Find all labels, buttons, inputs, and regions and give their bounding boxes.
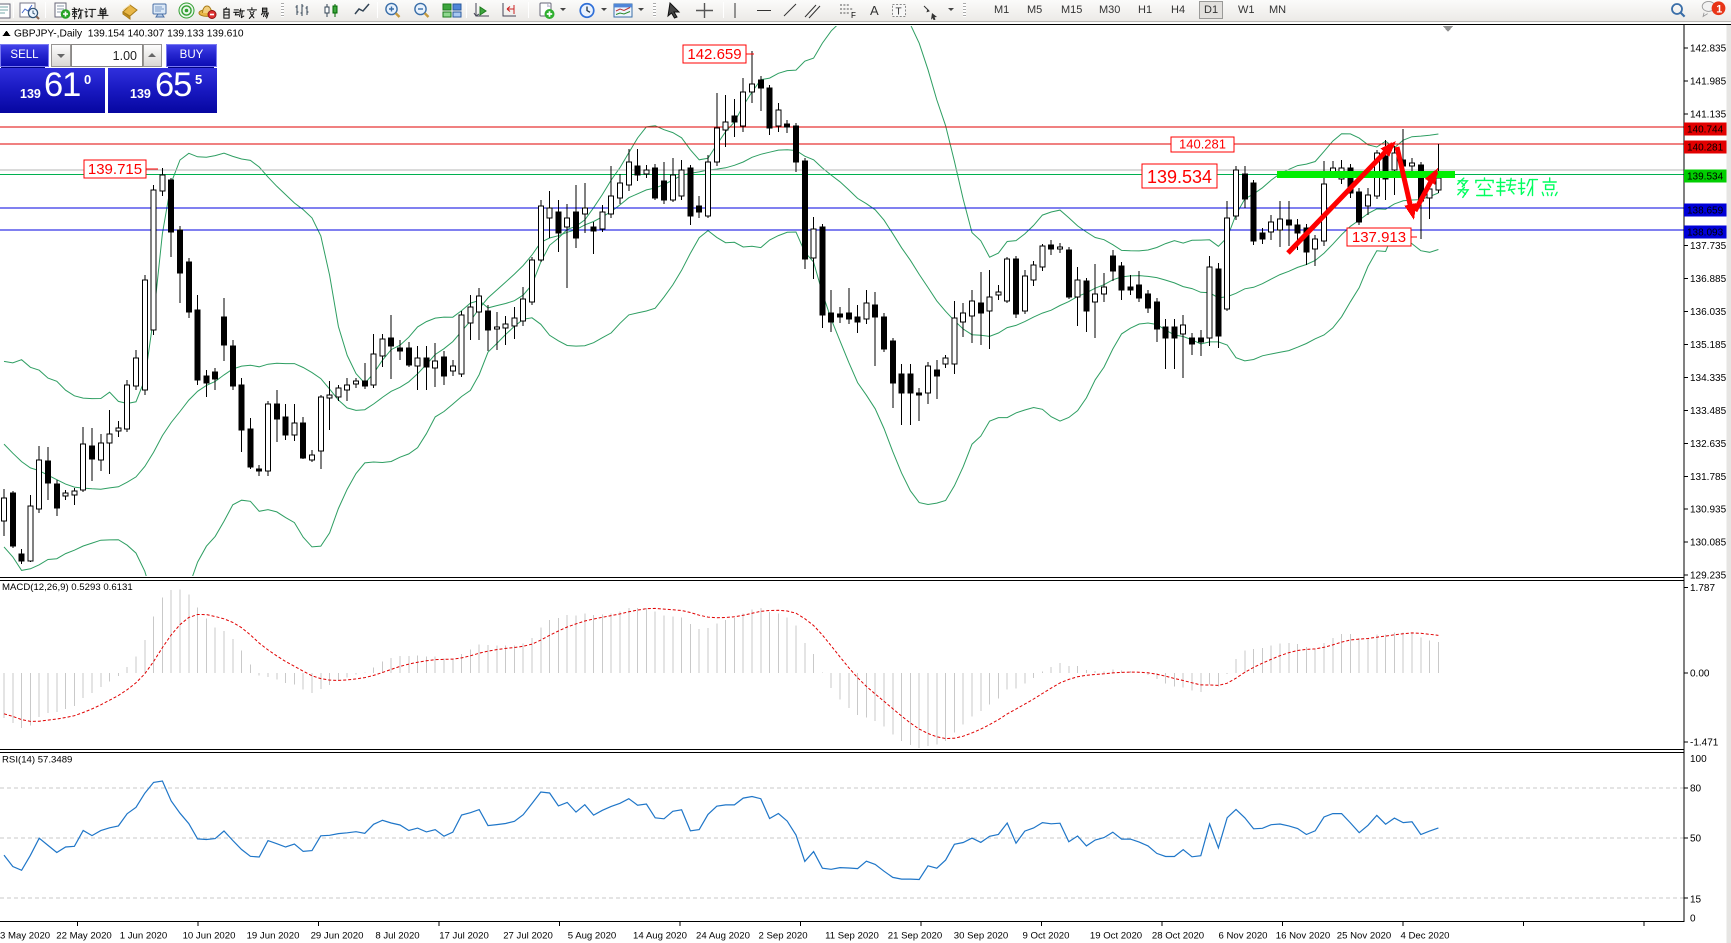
svg-text:139.534: 139.534 (1147, 167, 1212, 187)
svg-text:139.715: 139.715 (88, 161, 142, 178)
svg-text:A: A (870, 3, 879, 18)
svg-text:3 May 2020: 3 May 2020 (0, 931, 50, 942)
svg-text:16 Nov 2020: 16 Nov 2020 (1276, 931, 1330, 942)
svg-text:9 Oct 2020: 9 Oct 2020 (1023, 931, 1070, 942)
svg-text:1 Jun 2020: 1 Jun 2020 (120, 931, 167, 942)
svg-text:GBPJPY-,Daily 139.154 140.307: GBPJPY-,Daily 139.154 140.307 139.133 13… (14, 29, 244, 40)
svg-text:5 Aug 2020: 5 Aug 2020 (568, 931, 617, 942)
svg-text:17 Jul 2020: 17 Jul 2020 (439, 931, 489, 942)
svg-text:135.185: 135.185 (1690, 340, 1727, 351)
svg-text:140.281: 140.281 (1179, 136, 1226, 151)
svg-text:140.281: 140.281 (1687, 143, 1724, 154)
svg-text:140.744: 140.744 (1687, 125, 1724, 136)
svg-text:134.335: 134.335 (1690, 373, 1727, 384)
svg-text:2 Sep 2020: 2 Sep 2020 (758, 931, 807, 942)
svg-text:80: 80 (1690, 784, 1702, 795)
svg-text:25 Nov 2020: 25 Nov 2020 (1337, 931, 1391, 942)
svg-text:22 May 2020: 22 May 2020 (56, 931, 111, 942)
svg-text:MACD(12,26,9) 0.5293 0.6131: MACD(12,26,9) 0.5293 0.6131 (2, 582, 133, 593)
svg-text:136.885: 136.885 (1690, 274, 1727, 285)
svg-text:138.659: 138.659 (1687, 206, 1724, 217)
svg-text:130.085: 130.085 (1690, 538, 1727, 549)
svg-text:132.635: 132.635 (1690, 439, 1727, 450)
svg-text:133.485: 133.485 (1690, 406, 1727, 417)
svg-text:0.00: 0.00 (1690, 669, 1710, 680)
svg-text:1: 1 (1716, 3, 1722, 15)
svg-text:131.785: 131.785 (1690, 472, 1727, 483)
svg-text:30 Sep 2020: 30 Sep 2020 (954, 931, 1008, 942)
svg-text:19 Oct 2020: 19 Oct 2020 (1090, 931, 1142, 942)
svg-text:21 Sep 2020: 21 Sep 2020 (888, 931, 942, 942)
svg-text:141.985: 141.985 (1690, 76, 1727, 87)
svg-text:142.835: 142.835 (1690, 44, 1727, 55)
svg-text:8 Jul 2020: 8 Jul 2020 (375, 931, 419, 942)
svg-text:0: 0 (1690, 914, 1696, 925)
svg-text:137.913: 137.913 (1352, 229, 1406, 246)
svg-text:1.787: 1.787 (1690, 583, 1715, 594)
svg-text:142.659: 142.659 (687, 46, 741, 63)
svg-text:129.235: 129.235 (1690, 571, 1727, 582)
svg-text:130.935: 130.935 (1690, 505, 1727, 516)
svg-text:T: T (896, 7, 902, 18)
svg-text:139.534: 139.534 (1687, 172, 1724, 183)
svg-text:136.035: 136.035 (1690, 307, 1727, 318)
svg-text:RSI(14) 57.3489: RSI(14) 57.3489 (2, 755, 72, 766)
svg-text:4 Dec 2020: 4 Dec 2020 (1400, 931, 1449, 942)
svg-text:29 Jun 2020: 29 Jun 2020 (311, 931, 364, 942)
svg-text:-1.471: -1.471 (1690, 738, 1719, 749)
svg-text:11 Sep 2020: 11 Sep 2020 (825, 931, 879, 942)
svg-text:15: 15 (1690, 895, 1702, 906)
svg-text:14 Aug 2020: 14 Aug 2020 (633, 931, 687, 942)
svg-text:100: 100 (1690, 754, 1707, 765)
svg-text:138.093: 138.093 (1687, 228, 1724, 239)
svg-text:141.135: 141.135 (1690, 109, 1727, 120)
svg-text:27 Jul 2020: 27 Jul 2020 (503, 931, 553, 942)
svg-text:28 Oct 2020: 28 Oct 2020 (1152, 931, 1204, 942)
svg-text:24 Aug 2020: 24 Aug 2020 (696, 931, 750, 942)
svg-text:50: 50 (1690, 834, 1702, 845)
svg-text:F: F (851, 11, 856, 20)
svg-text:6 Nov 2020: 6 Nov 2020 (1218, 931, 1267, 942)
svg-text:137.735: 137.735 (1690, 241, 1727, 252)
svg-text:10 Jun 2020: 10 Jun 2020 (183, 931, 236, 942)
svg-text:19 Jun 2020: 19 Jun 2020 (247, 931, 300, 942)
